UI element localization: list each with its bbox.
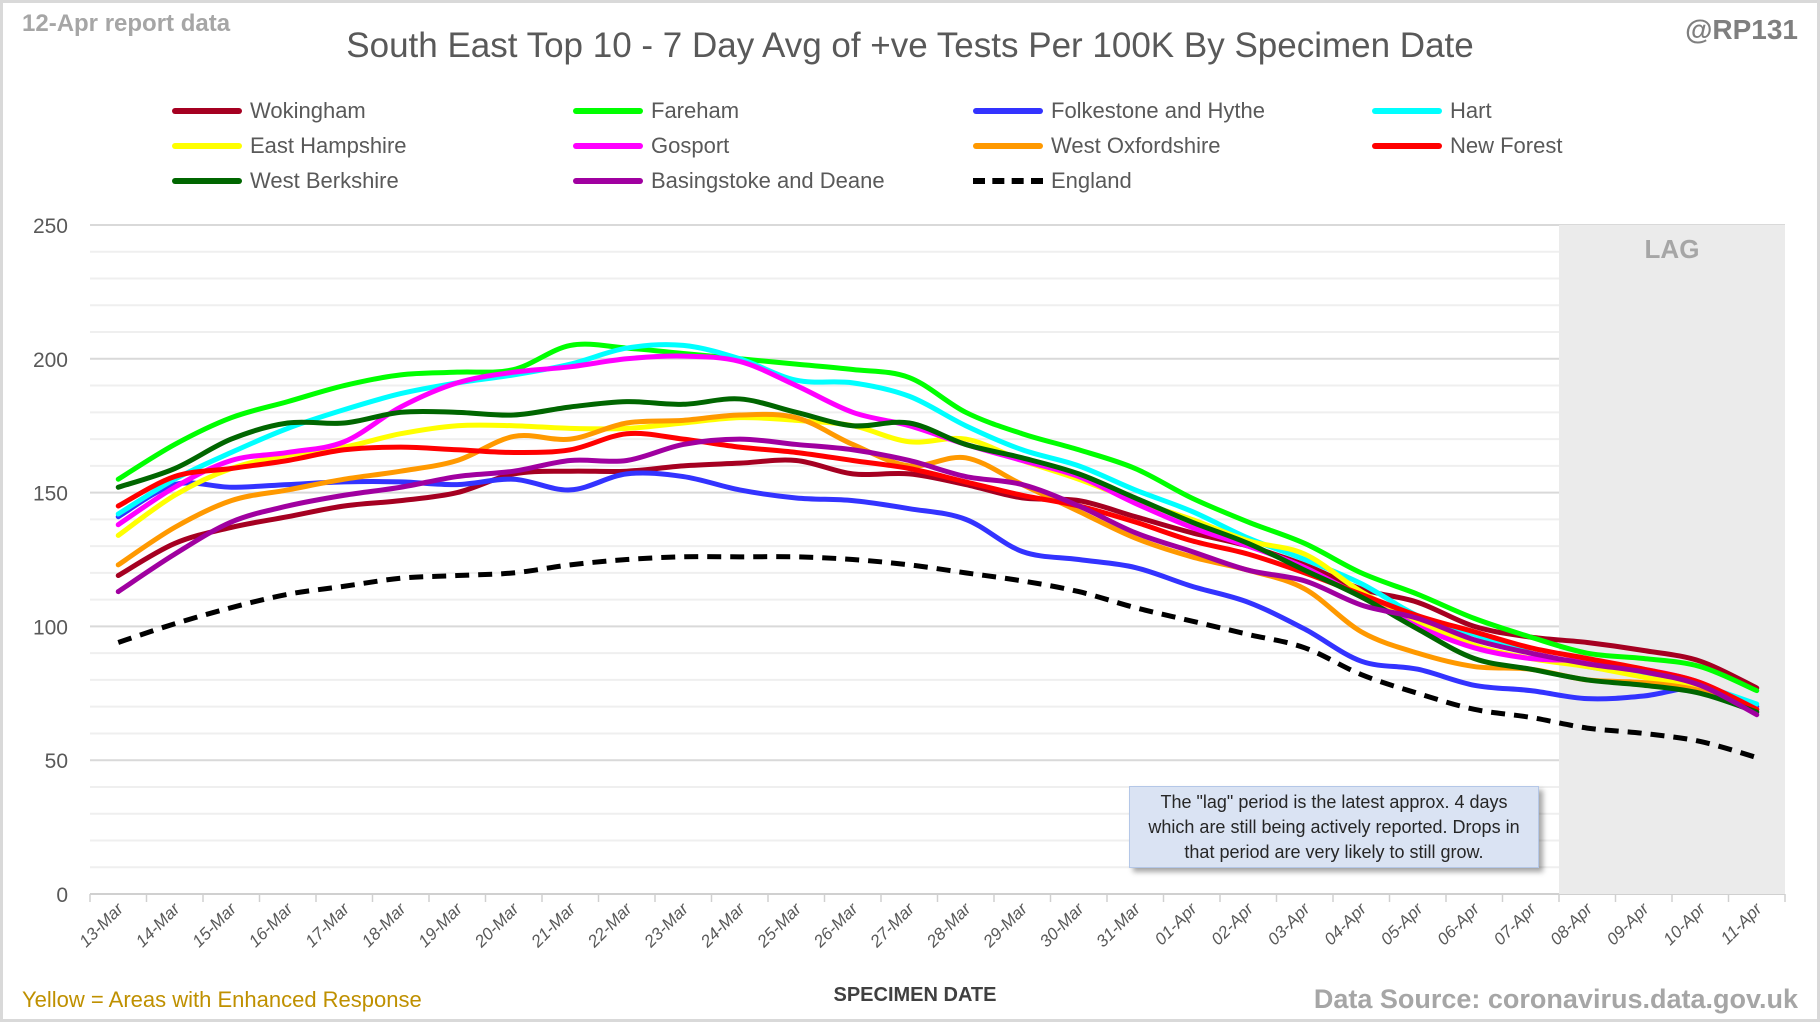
series-line-new-forest (115, 430, 1760, 712)
legend-label: West Berkshire (250, 168, 399, 193)
x-tick-label: 13-Mar (76, 898, 128, 950)
legend-label: West Oxfordshire (1051, 133, 1221, 158)
legend-label: Hart (1450, 98, 1492, 123)
legend-label: England (1051, 168, 1132, 193)
lag-region: LAG (1559, 225, 1785, 894)
y-tick-label: 150 (33, 483, 68, 506)
chart-legend: Wokingham Fareham Folkestone and Hythe Hart… (0, 0, 1820, 210)
series-line-west-berkshire (115, 396, 1760, 715)
legend-item: Fareham (573, 96, 739, 126)
legend-label: Wokingham (250, 98, 366, 123)
legend-item: Gosport (573, 131, 729, 161)
x-tick-label: 11-Apr (1717, 898, 1767, 948)
legend-swatch-icon (973, 178, 1043, 184)
x-tick-label: 27-Mar (866, 898, 919, 951)
x-tick-label: 26-Mar (809, 898, 862, 951)
legend-item: West Oxfordshire (973, 131, 1221, 161)
x-tick-label: 15-Mar (189, 898, 241, 950)
lag-label: LAG (1645, 234, 1700, 264)
x-tick-label: 29-Mar (979, 898, 1032, 951)
y-tick-label: 200 (33, 349, 68, 372)
legend-label: Fareham (651, 98, 740, 123)
legend-swatch-icon (973, 143, 1043, 149)
x-tick-label: 07-Apr (1490, 898, 1540, 948)
legend-item: Folkestone and Hythe (973, 96, 1265, 126)
enhanced-response-note: Yellow = Areas with Enhanced Response (22, 987, 422, 1012)
legend-swatch-icon (573, 178, 643, 184)
data-source: Data Source: coronavirus.data.gov.uk (1313, 984, 1798, 1014)
series-lines (115, 341, 1760, 760)
legend-swatch-icon (1372, 108, 1442, 114)
series-line-wokingham (115, 457, 1760, 691)
x-tick-label: 06-Apr (1434, 898, 1484, 948)
lag-annotation: The "lag" period is the latest approx. 4… (1129, 786, 1539, 868)
legend-label: Basingstoke and Deane (651, 168, 885, 193)
legend-swatch-icon (573, 108, 643, 114)
x-tick-label: 10-Apr (1660, 898, 1710, 948)
legend-item: Basingstoke and Deane (573, 166, 885, 196)
series-line-basingstoke-and-deane (115, 436, 1760, 718)
x-tick-label: 23-Mar (640, 898, 693, 951)
y-tick-label: 50 (45, 750, 68, 773)
x-tick-label: 02-Apr (1208, 898, 1258, 948)
legend-swatch-icon (172, 143, 242, 149)
y-tick-label: 100 (33, 616, 68, 639)
x-tick-label: 18-Mar (358, 898, 410, 950)
report-date-label: 12-Apr report data (22, 10, 231, 37)
series-line-west-oxfordshire (115, 411, 1760, 712)
legend-label: Gosport (651, 133, 730, 158)
legend-label: East Hampshire (250, 133, 407, 158)
legend-swatch-icon (172, 108, 242, 114)
legend-item: New Forest (1372, 131, 1562, 161)
series-line-fareham (115, 341, 1760, 694)
x-tick-label: 04-Apr (1321, 898, 1371, 948)
y-tick-label: 0 (56, 884, 68, 907)
legend-swatch-icon (573, 143, 643, 149)
x-tick-label: 16-Mar (245, 898, 297, 950)
x-axis-title: SPECIMEN DATE (833, 984, 997, 1006)
legend-swatch-icon (973, 108, 1043, 114)
lag-shaded-area (1559, 225, 1785, 894)
series-line-folkestone-and-hythe (115, 470, 1760, 710)
author-handle: @RP131 (1685, 14, 1798, 45)
x-tick-label: 30-Mar (1036, 898, 1088, 950)
x-tick-label: 09-Apr (1603, 898, 1653, 948)
x-tick-label: 17-Mar (302, 898, 354, 950)
legend-swatch-icon (172, 178, 242, 184)
legend-label: New Forest (1450, 133, 1563, 158)
y-tick-label: 250 (33, 215, 68, 238)
series-line-hart (115, 342, 1760, 707)
legend-item: Wokingham (172, 96, 366, 126)
x-tick-label: 19-Mar (415, 898, 467, 950)
x-tick-label: 01-Apr (1151, 898, 1201, 948)
x-tick-label: 05-Apr (1377, 898, 1427, 948)
x-tick-label: 08-Apr (1547, 898, 1597, 948)
legend-label: Folkestone and Hythe (1051, 98, 1266, 123)
chart-title: South East Top 10 - 7 Day Avg of +ve Tes… (346, 26, 1474, 65)
x-tick-label: 25-Mar (753, 898, 806, 951)
legend-item: East Hampshire (172, 131, 407, 161)
x-tick-label: 14-Mar (132, 898, 184, 950)
x-tick-label: 21-Mar (527, 898, 580, 951)
x-tick-label: 22-Mar (583, 898, 636, 951)
legend-item: England (973, 166, 1132, 196)
legend-item: West Berkshire (172, 166, 399, 196)
x-tick-label: 31-Mar (1093, 898, 1145, 950)
x-tick-label: 28-Mar (922, 898, 975, 951)
series-line-england (117, 554, 1758, 760)
legend-swatch-icon (1372, 143, 1442, 149)
x-tick-label: 20-Mar (470, 898, 523, 951)
x-tick-label: 24-Mar (696, 898, 749, 951)
legend-item: Hart (1372, 96, 1492, 126)
x-tick-label: 03-Apr (1264, 898, 1314, 948)
